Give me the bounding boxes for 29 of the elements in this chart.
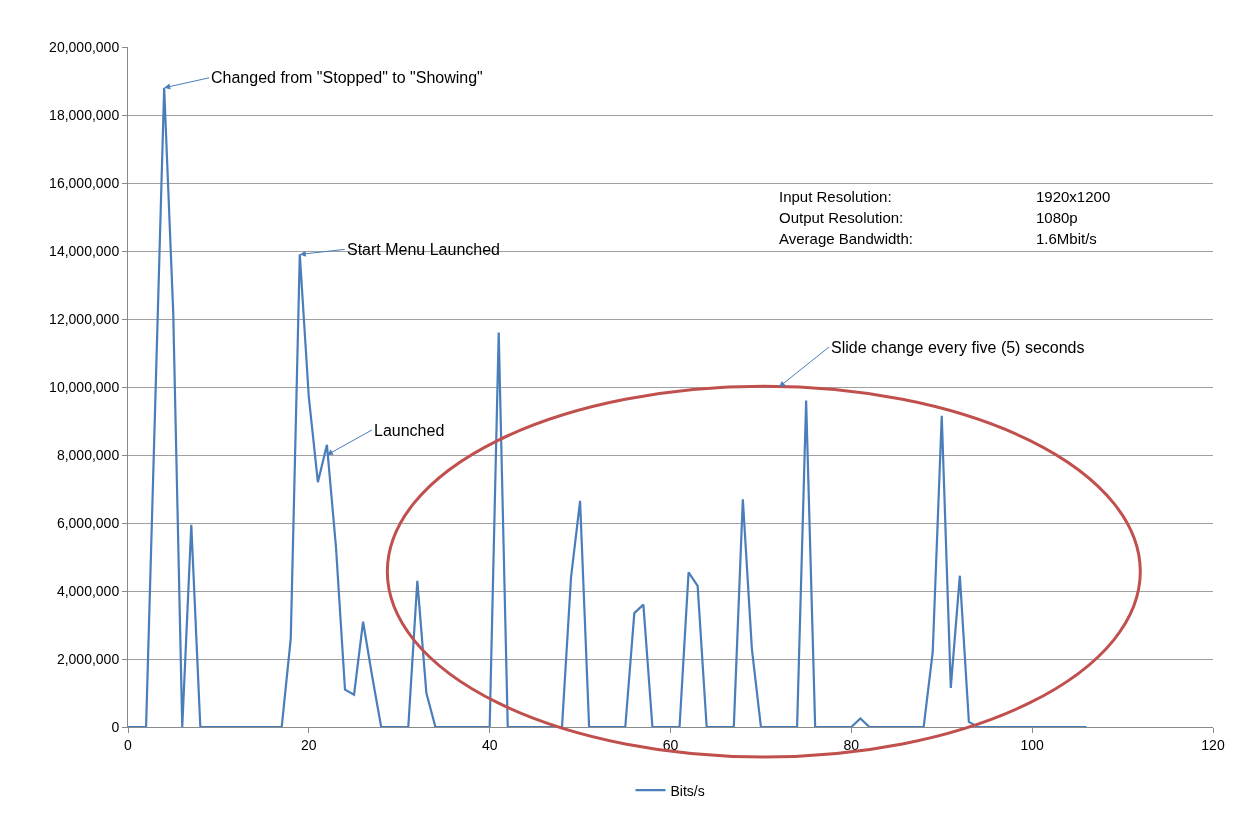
annotation: Output Resolution: <box>779 209 904 226</box>
y-tick-label: 16,000,000 <box>49 174 120 191</box>
y-tick-label: 14,000,000 <box>49 242 120 259</box>
x-tick-label: 40 <box>481 736 498 753</box>
annotation: Changed from "Stopped" to "Showing" <box>211 69 483 86</box>
y-tick-label: 0 <box>111 718 120 735</box>
annotation: Input Resolution: <box>779 188 892 205</box>
y-tick-label: 4,000,000 <box>56 582 120 599</box>
y-tick-label: 10,000,000 <box>49 378 120 395</box>
y-tick-label: 6,000,000 <box>56 514 120 531</box>
y-tick-label: 12,000,000 <box>49 310 120 327</box>
y-tick-label: 8,000,000 <box>56 446 120 463</box>
annotation: Launched <box>374 422 445 439</box>
annotation: Start Menu Launched <box>347 241 500 258</box>
y-tick-label: 2,000,000 <box>56 650 120 667</box>
x-tick-label: 0 <box>124 736 133 753</box>
x-tick-label: 60 <box>662 736 679 753</box>
legend-label: Bits/s <box>670 782 705 799</box>
annotation: Slide change every five (5) seconds <box>831 339 1085 356</box>
annotation: 1.6Mbit/s <box>1036 230 1097 247</box>
x-tick-label: 100 <box>1020 736 1045 753</box>
y-tick-label: 18,000,000 <box>49 106 120 123</box>
annotation: 1080p <box>1036 209 1078 226</box>
annotation: Average Bandwidth: <box>779 230 913 247</box>
x-tick-label: 120 <box>1201 736 1225 753</box>
x-tick-label: 20 <box>301 736 317 753</box>
x-tick-label: 80 <box>843 736 860 753</box>
annotation: 1920x1200 <box>1036 188 1111 205</box>
y-tick-label: 20,000,000 <box>49 38 120 55</box>
